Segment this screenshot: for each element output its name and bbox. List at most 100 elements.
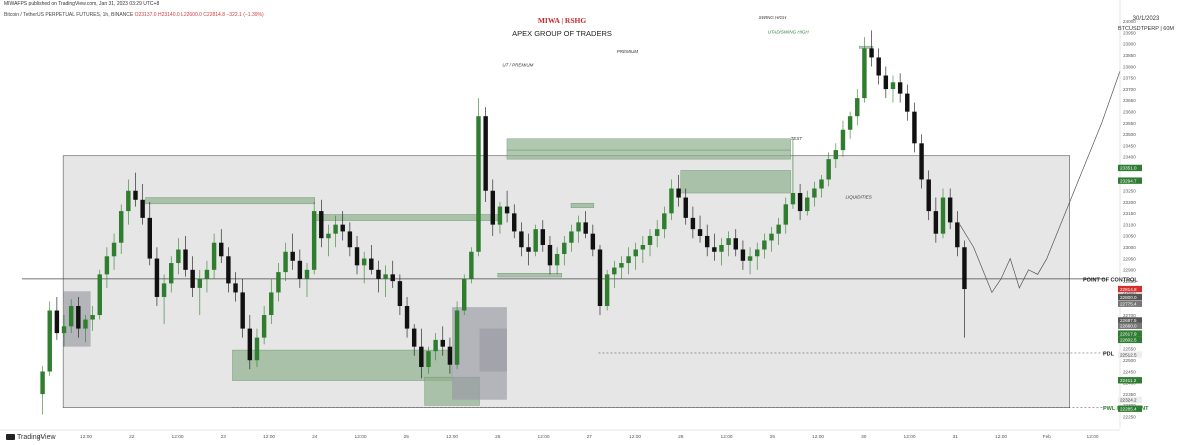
price-badge-bg [1118, 322, 1142, 330]
candle-body [847, 116, 853, 130]
candle-body [476, 116, 481, 252]
candle-body [383, 274, 388, 279]
price-badge: 22687.5 [1120, 318, 1137, 323]
time-tick: 21 [38, 434, 44, 440]
candle-body [269, 292, 274, 316]
candle-body [626, 256, 631, 264]
level-label-1: PDL [1103, 351, 1115, 357]
candle-body [140, 199, 145, 218]
price-tick: 22900 [1123, 268, 1136, 273]
price-tick: 22500 [1123, 358, 1136, 363]
candle-body [333, 224, 338, 234]
candle-body [340, 224, 345, 232]
time-tick: 12:00 [538, 434, 550, 440]
gray-box-2 [479, 328, 507, 372]
annotation-1: PREMIUM [617, 49, 639, 54]
ohlc-high: H23140.0 [157, 12, 180, 18]
candle-body [361, 258, 367, 266]
time-tick: 24 [312, 434, 318, 440]
ohlc-change: −322.1 (−1.39%) [226, 12, 264, 18]
candle-body [733, 238, 738, 250]
candle-body [354, 247, 360, 266]
candle-body [554, 254, 560, 266]
candle-body [919, 143, 924, 180]
candle-body [176, 249, 181, 264]
candle-body [683, 197, 688, 218]
range-box-layer [62, 155, 1070, 408]
candle-body [276, 272, 281, 293]
candle-body [812, 188, 817, 198]
annotation-4: TEST [791, 136, 804, 141]
zone-5 [232, 349, 453, 381]
candle-body [762, 240, 767, 250]
candle-body [226, 256, 231, 284]
candle-body [640, 244, 646, 250]
price-tick: 22250 [1123, 415, 1136, 420]
candle-body [647, 235, 653, 245]
candle-body [319, 211, 324, 239]
candle-body [747, 256, 753, 261]
time-tick: 12:00 [80, 434, 92, 440]
candle-body [704, 235, 710, 248]
candle-body [512, 213, 517, 232]
candle-body [926, 179, 931, 212]
time-tick: 27 [587, 434, 593, 440]
price-tick: 23650 [1123, 98, 1136, 103]
candle-body [754, 249, 760, 257]
price-badge: 22814.8 [1120, 287, 1137, 292]
price-tick: 23500 [1123, 132, 1136, 137]
candle-body [955, 222, 960, 248]
time-tick: 25 [404, 434, 410, 440]
candle-body [219, 242, 224, 257]
candle-body [419, 346, 424, 367]
ohlc-close: C22814.8 [203, 12, 225, 18]
price-badge-bg [1118, 396, 1142, 404]
title-layer: MIWA | RSHG APEX GROUP OF TRADERS 30/1/2… [512, 16, 1174, 38]
price-badge-bg [1118, 405, 1142, 412]
candle-body [840, 129, 846, 151]
candle-body [254, 337, 260, 361]
candle-body [283, 251, 288, 273]
time-tick: 22 [129, 434, 135, 440]
price-badge-bg [1118, 300, 1142, 307]
candle-body [697, 229, 703, 236]
candle-body [569, 231, 574, 243]
candle-body [947, 197, 953, 223]
price-badge-bg [1118, 317, 1142, 324]
price-badge-bg [1118, 351, 1142, 358]
candle-body [604, 274, 610, 306]
price-tick: 24000 [1123, 19, 1136, 24]
candle-body [483, 116, 488, 191]
candle-body [411, 328, 417, 347]
time-axis[interactable]: 21 12:00 22 12:00 23 12:00 24 12:00 25 12:00 26 12:… [0, 429, 1120, 440]
annotation-5: LIQUIDITIES [846, 195, 872, 200]
price-tick: 23600 [1123, 109, 1136, 114]
price-badge: 22617.9 [1120, 331, 1137, 336]
price-tick: 23950 [1123, 30, 1136, 35]
price-badge: 22411.2 [1120, 378, 1137, 383]
price-axis[interactable]: 2225022300223502240022450225002255022600… [1119, 0, 1136, 428]
price-badge: 23351.0 [1120, 166, 1137, 171]
projection-path [959, 70, 1121, 294]
candle-body [133, 190, 138, 200]
candle-body [662, 213, 667, 230]
candle-body [97, 274, 102, 316]
candle-body [326, 233, 331, 239]
price-badge: 22775.4 [1120, 302, 1137, 307]
candle-body [833, 150, 839, 160]
candle-body [940, 197, 946, 234]
ohlc-open: O23137.0 [134, 12, 157, 18]
candle-body [805, 197, 810, 212]
tradingview-brand[interactable]: TradingView [6, 434, 56, 441]
candle-body [633, 249, 638, 257]
price-tick: 23450 [1123, 143, 1136, 148]
time-tick: 28 [678, 434, 684, 440]
candle-body [126, 190, 131, 212]
candle-body [61, 326, 67, 334]
annotation-0: SWING HIGH [759, 15, 787, 20]
candle-body [390, 274, 395, 282]
range-box [62, 155, 1070, 408]
candle-body [376, 269, 381, 279]
candle-body [197, 278, 203, 288]
